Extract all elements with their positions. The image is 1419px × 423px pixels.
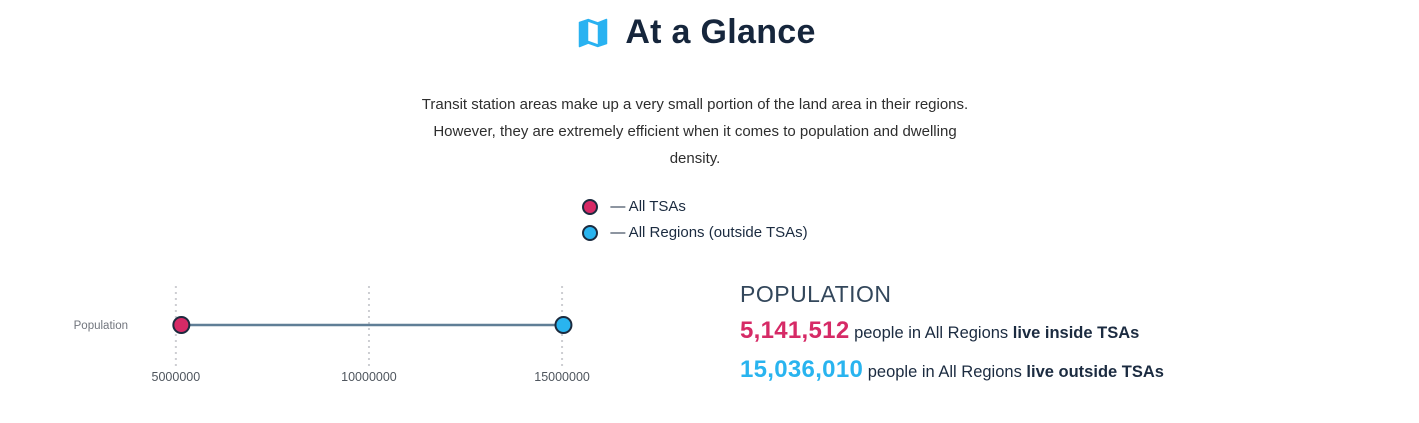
map-icon [574,14,612,52]
stat-emphasis-outside: live outside TSAs [1026,363,1164,381]
legend-dot-all-regions [582,224,599,241]
stat-emphasis-inside: live inside TSAs [1012,324,1140,342]
legend-dot-all-tsas [582,198,599,215]
chart-row-label: Population [74,320,128,332]
dumbbell-chart-svg: 5000000 10000000 15000000 Population [74,286,590,384]
x-tick-label: 5000000 [152,370,201,384]
chart-legend-items: — All TSAs — All Regions (outside TSAs) [582,198,808,241]
legend-item-all-regions: — All Regions (outside TSAs) [582,224,808,241]
page-title: At a Glance [625,13,816,51]
stat-row-outside-tsas: 15,036,010 people in All Regions live ou… [740,356,1164,386]
population-dumbbell-chart: 5000000 10000000 15000000 Population [0,275,630,398]
stat-value-outside: 15,036,010 [740,356,864,383]
stat-text-inside: people in All Regions [854,324,1009,342]
stat-text-outside: people in All Regions [867,363,1022,381]
chart-legend: — All TSAs — All Regions (outside TSAs) [0,198,1390,241]
data-point-all-tsas[interactable] [172,316,191,334]
stat-value-inside: 5,141,512 [740,317,850,344]
data-point-all-regions-outside-tsas[interactable] [554,316,573,334]
intro-line: Transit station areas make up a very sma… [421,96,969,113]
legend-item-all-tsas: — All TSAs [582,198,807,215]
intro-text: Transit station areas make up a very sma… [0,91,1390,172]
legend-label-all-tsas: — All TSAs [610,198,686,215]
x-tick-label: 10000000 [341,370,397,384]
stat-row-inside-tsas: 5,141,512 people in All Regions live ins… [740,317,1164,347]
x-tick-label: 15000000 [534,370,590,384]
legend-label-all-regions: — All Regions (outside TSAs) [610,224,808,241]
content-container: At a Glance Transit station areas make u… [0,13,1390,398]
intro-line: density. [669,150,721,167]
page-title-row: At a Glance [0,13,1390,52]
stats-heading: POPULATION [740,281,892,307]
population-stats-panel: POPULATION 5,141,512 people in All Regio… [740,281,1164,386]
intro-line: However, they are extremely efficient wh… [433,123,957,140]
